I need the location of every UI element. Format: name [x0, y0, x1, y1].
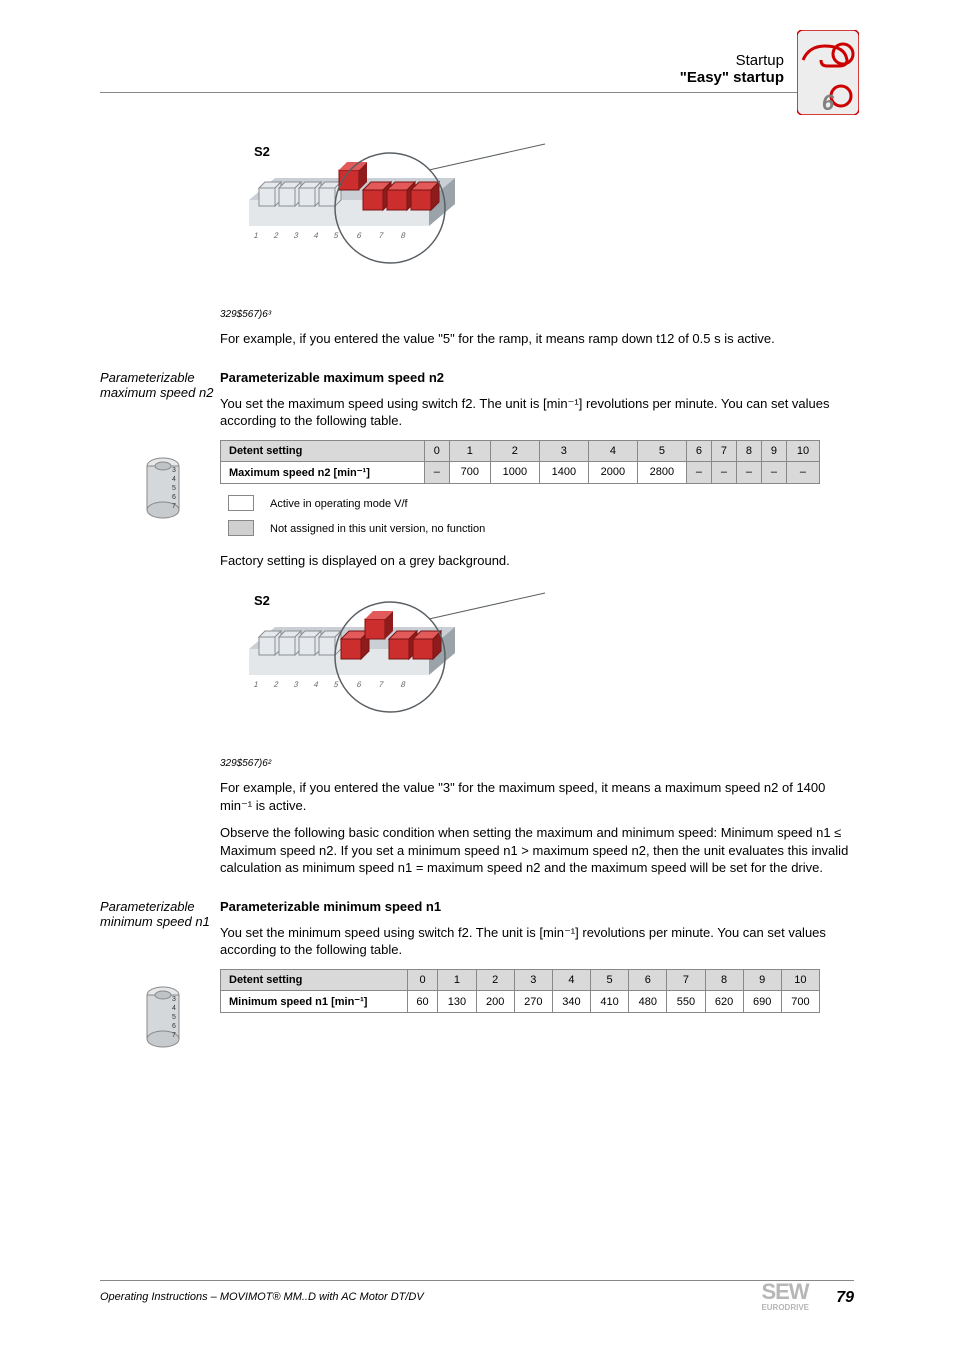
svg-text:S2: S2 — [254, 144, 270, 159]
svg-text:3: 3 — [172, 467, 176, 474]
legend-max-speed: Active in operating mode V/f Not assigne… — [220, 492, 493, 542]
intro-max-speed: You set the maximum speed using switch f… — [220, 395, 854, 430]
dip-switch-figure-1: S2 — [245, 138, 565, 298]
table-row-header-min: Detent setting — [221, 970, 408, 991]
svg-text:6: 6 — [172, 1023, 176, 1030]
paragraph-max-speed-example: For example, if you entered the value "3… — [220, 779, 854, 814]
svg-text:6: 6 — [356, 231, 363, 240]
svg-text:4: 4 — [172, 476, 176, 483]
header-rule — [100, 92, 854, 93]
legend-text-unassigned: Not assigned in this unit version, no fu… — [262, 517, 493, 542]
svg-text:1: 1 — [253, 231, 260, 240]
svg-text:7: 7 — [378, 680, 385, 689]
svg-text:1: 1 — [253, 680, 260, 689]
paragraph-factory-setting: Factory setting is displayed on a grey b… — [220, 552, 854, 570]
page-number: 79 — [836, 1289, 854, 1307]
svg-text:2: 2 — [273, 231, 280, 240]
dip-switch-figure-2: S2 — [245, 587, 565, 747]
paragraph-ramp-example: For example, if you entered the value "5… — [220, 330, 854, 348]
svg-text:5: 5 — [333, 231, 340, 240]
header-line1: Startup — [680, 52, 784, 69]
legend-swatch-white — [228, 495, 254, 511]
svg-text:4: 4 — [172, 1005, 176, 1012]
subtitle-min-speed: Parameterizable minimum speed n1 — [220, 899, 854, 914]
svg-text:8: 8 — [400, 680, 407, 689]
legend-text-active: Active in operating mode V/f — [262, 492, 493, 517]
dial-selector-icon-2: 3 4 5 6 7 — [145, 985, 181, 1049]
margin-label-max-speed: Parameterizable maximum speed n2 — [100, 370, 215, 400]
margin-label-min-speed: Parameterizable minimum speed n1 — [100, 899, 215, 929]
paragraph-min-max-condition: Observe the following basic condition wh… — [220, 824, 854, 877]
header-line2: "Easy" startup — [680, 69, 784, 86]
figure-2-caption: 329$567)6² — [220, 758, 854, 769]
svg-text:S2: S2 — [254, 593, 270, 608]
svg-text:3: 3 — [293, 231, 300, 240]
table-min-speed-header: Minimum speed n1 [min⁻¹] — [221, 991, 408, 1013]
figure-1-caption: 329$567)6³ — [220, 309, 854, 320]
svg-text:7: 7 — [378, 231, 385, 240]
subtitle-max-speed: Parameterizable maximum speed n2 — [220, 370, 854, 385]
svg-text:6: 6 — [172, 494, 176, 501]
table-min-speed: Detent setting 0 1 2 3 4 5 6 7 8 9 10 Mi… — [220, 969, 820, 1013]
svg-text:6: 6 — [356, 680, 363, 689]
table-max-speed: Detent setting 0 1 2 3 4 5 6 7 8 9 10 Ma… — [220, 440, 820, 484]
svg-text:5: 5 — [172, 485, 176, 492]
sew-logo: SEWEURODRIVE — [761, 1279, 809, 1311]
svg-text:3: 3 — [293, 680, 300, 689]
table-row-header: Detent setting — [221, 440, 425, 461]
svg-text:4: 4 — [313, 680, 320, 689]
footer-doc-title: Operating Instructions – MOVIMOT® MM..D … — [100, 1291, 424, 1303]
svg-text:3: 3 — [172, 996, 176, 1003]
svg-text:4: 4 — [313, 231, 320, 240]
dial-selector-icon-1: 3 4 5 6 7 — [145, 456, 181, 520]
svg-text:5: 5 — [172, 1014, 176, 1021]
intro-min-speed: You set the minimum speed using switch f… — [220, 924, 854, 959]
footer-rule — [100, 1280, 854, 1281]
svg-text:7: 7 — [172, 1032, 176, 1039]
section-icon: 6 — [797, 30, 859, 115]
svg-text:5: 5 — [333, 680, 340, 689]
table-speed-header: Maximum speed n2 [min⁻¹] — [221, 461, 425, 483]
svg-text:7: 7 — [172, 503, 176, 510]
legend-swatch-grey — [228, 520, 254, 536]
svg-text:8: 8 — [400, 231, 407, 240]
svg-text:2: 2 — [273, 680, 280, 689]
svg-text:6: 6 — [822, 90, 835, 115]
